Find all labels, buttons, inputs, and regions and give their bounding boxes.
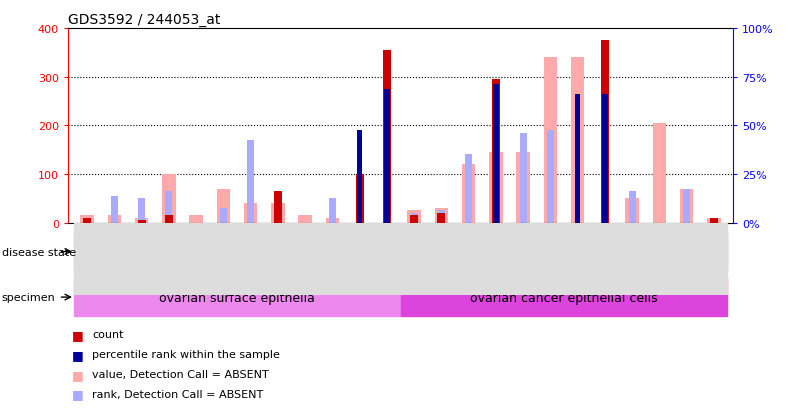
Bar [384, 90, 389, 223]
Bar [462, 165, 476, 223]
Text: ovarian cancer epithelial cells: ovarian cancer epithelial cells [470, 291, 658, 304]
Bar [435, 209, 449, 223]
Bar [155, 223, 183, 295]
Bar [465, 155, 472, 223]
Bar [74, 233, 401, 271]
Bar [509, 223, 537, 295]
Bar [237, 223, 264, 295]
Bar [74, 223, 101, 295]
Bar [189, 216, 203, 223]
Bar [564, 223, 591, 295]
Bar [107, 216, 121, 223]
Bar [408, 211, 421, 223]
Bar [437, 213, 445, 223]
Bar [271, 204, 284, 223]
Bar [571, 58, 585, 223]
Text: specimen: specimen [2, 292, 55, 302]
Text: percentile rank within the sample: percentile rank within the sample [92, 349, 280, 359]
Bar [383, 51, 391, 223]
Text: ■: ■ [72, 348, 84, 361]
Bar [629, 192, 635, 223]
Bar [653, 123, 666, 223]
Text: count: count [92, 330, 123, 339]
Bar [700, 223, 727, 295]
Bar [537, 223, 564, 295]
Bar [673, 223, 700, 295]
Bar [683, 189, 690, 223]
Bar [707, 218, 721, 223]
Bar [410, 216, 418, 223]
Bar [455, 223, 482, 295]
Bar [411, 213, 417, 223]
Bar [544, 58, 557, 223]
Text: ■: ■ [72, 328, 84, 341]
Bar [547, 131, 553, 223]
Bar [618, 223, 646, 295]
Text: normal: normal [215, 245, 259, 259]
Bar [602, 95, 608, 223]
Bar [275, 192, 281, 223]
Bar [139, 199, 145, 223]
Text: ovarian adenocarcinoma: ovarian adenocarcinoma [486, 245, 642, 259]
Bar [428, 223, 455, 295]
Bar [400, 223, 428, 295]
Bar [438, 211, 445, 223]
Bar [166, 192, 172, 223]
Bar [244, 204, 257, 223]
Bar [74, 279, 401, 316]
Bar [183, 223, 210, 295]
Text: ■: ■ [72, 368, 84, 381]
Bar [680, 189, 694, 223]
Bar [517, 153, 530, 223]
Bar [601, 41, 609, 223]
Text: GDS3592 / 244053_at: GDS3592 / 244053_at [68, 12, 220, 26]
Bar [162, 174, 175, 223]
Bar [400, 279, 727, 316]
Bar [626, 199, 639, 223]
Bar [111, 196, 118, 223]
Text: ■: ■ [72, 387, 84, 401]
Bar [248, 140, 254, 223]
Text: value, Detection Call = ABSENT: value, Detection Call = ABSENT [92, 369, 269, 379]
Bar [138, 221, 146, 223]
Bar [346, 223, 373, 295]
Bar [135, 218, 148, 223]
Bar [357, 131, 362, 223]
Bar [400, 233, 727, 271]
Bar [489, 153, 503, 223]
Bar [356, 174, 364, 223]
Bar [84, 218, 91, 223]
Bar [325, 218, 339, 223]
Bar [319, 223, 346, 295]
Bar [298, 216, 312, 223]
Bar [220, 209, 227, 223]
Text: disease state: disease state [2, 247, 76, 257]
Bar [292, 223, 319, 295]
Bar [591, 223, 618, 295]
Bar [165, 216, 173, 223]
Bar [274, 192, 282, 223]
Bar [329, 199, 336, 223]
Bar [80, 216, 94, 223]
Bar [83, 218, 91, 223]
Bar [520, 133, 526, 223]
Bar [128, 223, 155, 295]
Bar [575, 95, 581, 223]
Bar [492, 80, 500, 223]
Bar [216, 189, 230, 223]
Text: ovarian surface epithelia: ovarian surface epithelia [159, 291, 315, 304]
Bar [710, 218, 718, 223]
Bar [210, 223, 237, 295]
Bar [482, 223, 509, 295]
Bar [493, 85, 498, 223]
Text: rank, Detection Call = ABSENT: rank, Detection Call = ABSENT [92, 389, 264, 399]
Bar [646, 223, 673, 295]
Bar [373, 223, 400, 295]
Bar [101, 223, 128, 295]
Bar [264, 223, 292, 295]
